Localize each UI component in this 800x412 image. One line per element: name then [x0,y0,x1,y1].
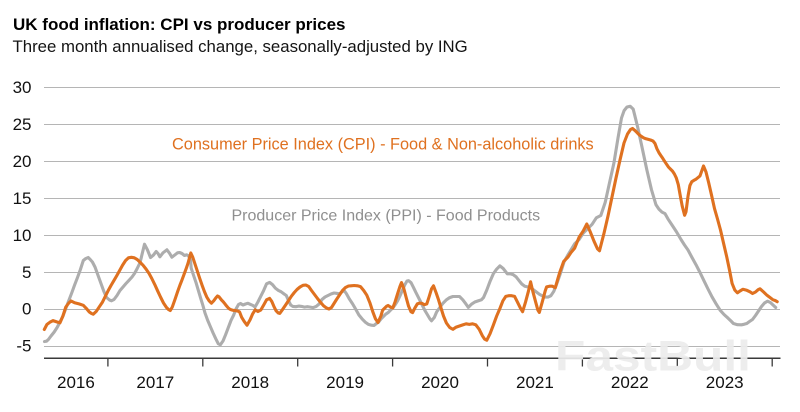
svg-text:20: 20 [13,152,32,171]
svg-text:Three month annualised change,: Three month annualised change, seasonall… [13,37,468,56]
svg-text:5: 5 [22,263,31,282]
svg-text:0: 0 [22,300,31,319]
svg-text:2021: 2021 [516,373,554,392]
svg-text:2016: 2016 [57,373,95,392]
svg-text:2017: 2017 [136,373,174,392]
svg-text:2018: 2018 [231,373,269,392]
svg-text:2023: 2023 [706,373,744,392]
svg-text:FastBull: FastBull [555,333,751,381]
svg-text:30: 30 [13,78,32,97]
svg-text:Consumer Price Index (CPI) - F: Consumer Price Index (CPI) - Food & Non-… [172,136,594,154]
svg-text:UK food inflation: CPI vs prod: UK food inflation: CPI vs producer price… [13,15,345,34]
svg-text:-5: -5 [16,337,31,356]
svg-text:2019: 2019 [326,373,364,392]
svg-text:25: 25 [13,115,32,134]
svg-text:2020: 2020 [421,373,459,392]
svg-text:2022: 2022 [611,373,649,392]
svg-text:Producer Price Index (PPI) - F: Producer Price Index (PPI) - Food Produc… [232,208,541,225]
svg-text:15: 15 [13,189,32,208]
svg-text:10: 10 [13,226,32,245]
